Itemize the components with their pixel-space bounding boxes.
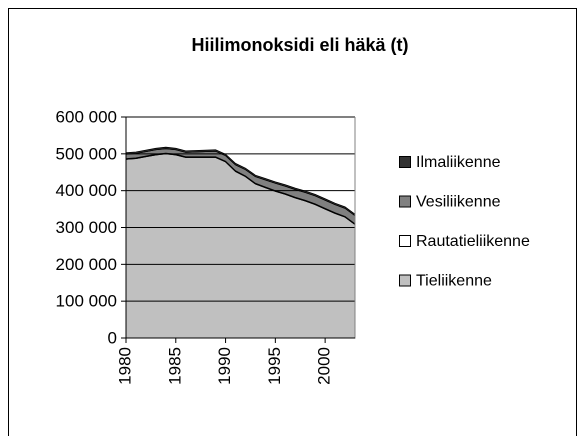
chart-title: Hiilimonoksidi eli häkä (t) — [191, 35, 408, 55]
y-tick-label: 200 000 — [56, 255, 117, 274]
x-tick-label: 1990 — [215, 347, 234, 385]
legend-label: Ilmaliikenne — [416, 154, 501, 171]
legend-swatch — [399, 195, 411, 208]
legend-label: Vesiliikenne — [416, 194, 501, 211]
y-tick-label: 300 000 — [56, 218, 117, 237]
x-tick-label: 2000 — [315, 347, 334, 385]
legend-label: Tieliikenne — [416, 273, 492, 290]
y-tick-label: 600 000 — [56, 107, 117, 126]
y-tick-label: 0 — [108, 328, 117, 347]
y-tick-label: 500 000 — [56, 144, 117, 163]
x-tick-label: 1985 — [165, 347, 184, 385]
legend-swatch — [399, 274, 411, 287]
legend-label: Rautatieliikenne — [416, 233, 530, 250]
y-tick-label: 400 000 — [56, 181, 117, 200]
legend-swatch — [399, 156, 411, 168]
y-tick-label: 100 000 — [56, 292, 117, 311]
x-tick-label: 1995 — [265, 347, 284, 385]
legend-swatch — [399, 235, 411, 247]
x-tick-label: 1980 — [115, 347, 134, 385]
